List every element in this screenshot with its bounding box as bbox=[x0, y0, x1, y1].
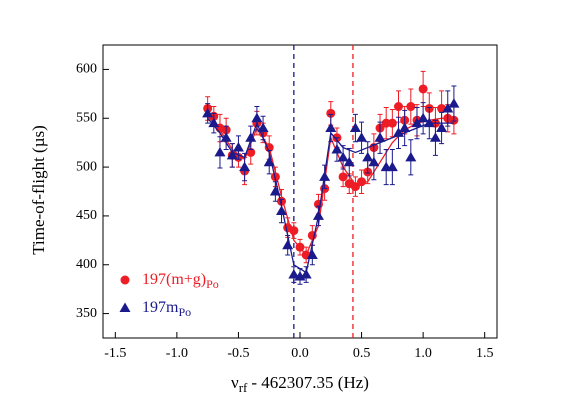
y-tick-label: 500 bbox=[76, 159, 97, 174]
x-tick-label: -1.5 bbox=[104, 346, 126, 361]
y-tick-label: 600 bbox=[76, 62, 97, 77]
data-point bbox=[399, 122, 411, 133]
data-point bbox=[208, 117, 220, 128]
x-tick-label: 0.5 bbox=[353, 346, 371, 361]
data-point bbox=[300, 269, 312, 279]
legend-name: 197(m+g) bbox=[142, 271, 206, 288]
data-point bbox=[312, 210, 324, 220]
x-tick-label: 1.0 bbox=[414, 346, 432, 361]
data-point bbox=[411, 117, 423, 128]
data-point bbox=[251, 112, 263, 123]
data-point bbox=[306, 249, 318, 259]
data-point bbox=[257, 122, 269, 133]
data-point bbox=[368, 156, 380, 167]
data-point bbox=[282, 239, 294, 250]
data-point bbox=[394, 102, 403, 112]
legend-subscript: Po bbox=[206, 277, 219, 291]
x-label-subscript: rf bbox=[239, 380, 248, 395]
data-point bbox=[288, 269, 300, 279]
data-point bbox=[442, 102, 454, 113]
data-point bbox=[448, 98, 460, 108]
y-tick-label: 550 bbox=[76, 110, 97, 125]
data-point bbox=[343, 156, 355, 167]
data-point bbox=[374, 132, 386, 142]
data-point bbox=[295, 242, 305, 252]
data-point bbox=[406, 102, 416, 112]
data-point bbox=[276, 205, 288, 216]
data-point bbox=[245, 132, 257, 142]
x-label-text: - 462307.35 (Hz) bbox=[251, 373, 369, 392]
legend-marker bbox=[119, 302, 131, 312]
data-point bbox=[202, 107, 214, 118]
data-point bbox=[436, 122, 448, 133]
data-point bbox=[393, 127, 404, 137]
data-point bbox=[246, 147, 256, 157]
data-point bbox=[263, 156, 275, 167]
y-tick-label: 350 bbox=[76, 306, 97, 321]
data-point bbox=[338, 172, 348, 182]
data-point bbox=[319, 171, 331, 181]
data-point bbox=[220, 132, 232, 142]
data-point bbox=[226, 149, 238, 160]
legend-label: 197(m+g)Po bbox=[142, 271, 219, 291]
data-point bbox=[331, 144, 343, 154]
data-point bbox=[326, 108, 336, 118]
legend-label: 197mPo bbox=[142, 299, 191, 319]
data-point bbox=[418, 84, 428, 94]
data-point bbox=[423, 117, 435, 128]
data-point bbox=[239, 161, 251, 172]
data-point bbox=[357, 177, 367, 187]
data-point bbox=[405, 151, 417, 162]
x-axis-label: νrf - 462307.35 (Hz) bbox=[231, 373, 369, 395]
data-point bbox=[417, 112, 429, 123]
x-tick-label: -0.5 bbox=[227, 346, 249, 361]
data-point bbox=[349, 122, 361, 133]
x-tick-label: -1.0 bbox=[166, 346, 188, 361]
data-point bbox=[289, 226, 299, 236]
y-tick-label: 400 bbox=[76, 257, 97, 272]
data-point bbox=[362, 151, 374, 162]
data-point bbox=[232, 142, 244, 152]
plot-frame bbox=[102, 44, 498, 339]
x-tick-label: 0.0 bbox=[291, 346, 309, 361]
y-axis-label: Time-of-flight (µs) bbox=[29, 125, 48, 255]
data-point bbox=[214, 146, 226, 157]
data-point bbox=[350, 182, 360, 192]
data-point bbox=[387, 118, 397, 128]
data-point bbox=[381, 118, 391, 128]
y-tick-label: 450 bbox=[76, 208, 97, 223]
data-point bbox=[269, 186, 281, 196]
data-point bbox=[386, 161, 398, 172]
data-point bbox=[325, 122, 337, 133]
data-point bbox=[429, 132, 441, 142]
legend-marker bbox=[120, 275, 130, 285]
x-tick-label: 1.5 bbox=[476, 346, 494, 361]
legend-subscript: Po bbox=[178, 305, 191, 319]
data-point bbox=[264, 143, 274, 153]
data-point bbox=[337, 151, 349, 162]
data-point bbox=[356, 132, 368, 142]
x-label-symbol: ν bbox=[231, 373, 239, 392]
legend-name: 197m bbox=[142, 299, 179, 316]
